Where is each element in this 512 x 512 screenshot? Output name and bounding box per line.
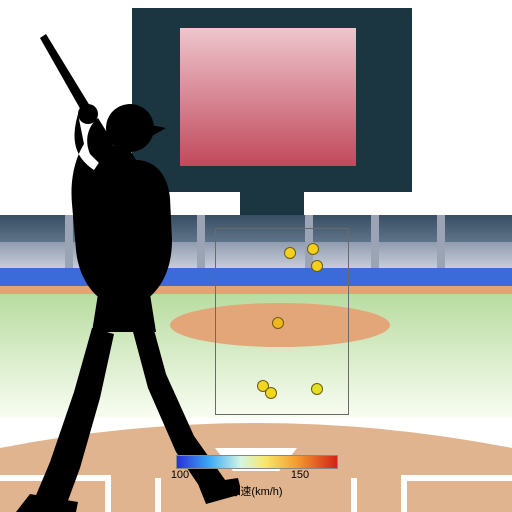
speed-tick: 150 [286,469,314,481]
pitch-point [311,383,323,395]
wall-panel-upper [379,215,437,242]
pitch-point [307,243,319,255]
speed-colorbar [176,455,338,469]
wall-post [371,215,379,268]
pitch-point [284,247,296,259]
speed-label: 球速(km/h) [176,483,336,499]
pitch-point [265,387,277,399]
batter-silhouette [0,32,240,512]
speed-tick: 100 [166,469,194,481]
pitch-location-chart: 100 150 球速(km/h) [0,0,512,512]
wall-panel-upper [445,215,512,242]
wall-panel-lower [445,242,512,269]
wall-panel-lower [379,242,437,269]
pitch-point [272,317,284,329]
wall-post [437,215,445,268]
pitch-point [311,260,323,272]
